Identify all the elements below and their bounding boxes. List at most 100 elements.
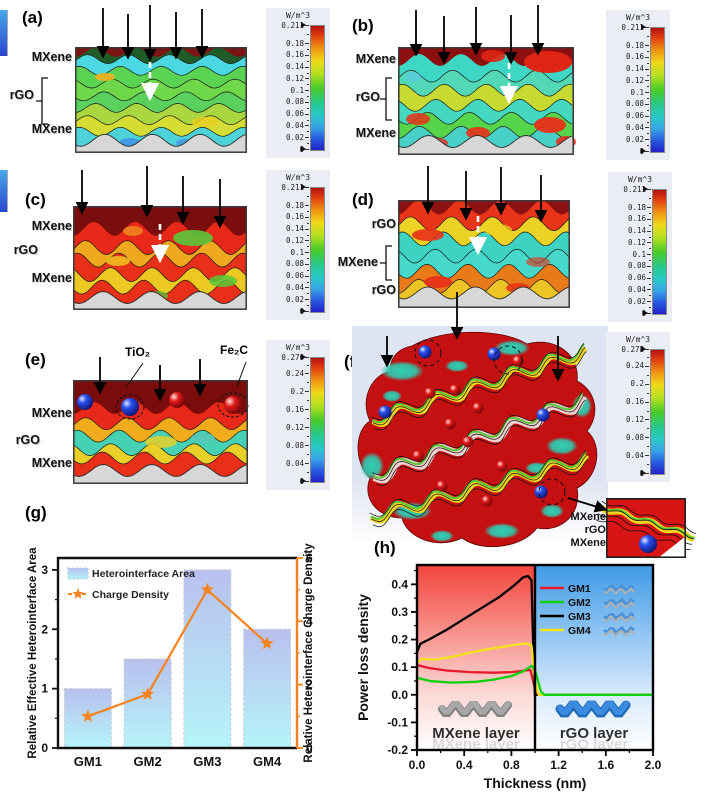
- h-legend-label: GM1: [568, 583, 591, 595]
- colorbar-title: W/m^3: [625, 335, 651, 344]
- colorbar-tick-label: 0.12: [285, 73, 304, 83]
- colorbar-tick-label: 0.02: [285, 132, 304, 142]
- heterointerface-combo-chart: 0 1 2 3 0 2 4 6 GM1 GM2 GM3 GM4 Relative Effective H…: [27, 543, 315, 769]
- layer-label: rGO: [371, 283, 396, 297]
- cropped-colorbar-edge: [0, 10, 8, 56]
- h-ytick: -0.1: [387, 715, 408, 729]
- colorbar-tick-label: 0: [639, 468, 644, 478]
- series-GM2: [416, 664, 653, 696]
- h-xtick: 1.6: [597, 758, 614, 772]
- g-ytick-left: 1: [41, 682, 48, 696]
- tio2-annotation: TiO₂: [125, 345, 151, 359]
- colorbar-a: W/m^3 0.211 0.18 0.16 0.14 0.12 0.1 0.08 0.06 0.0…: [266, 8, 330, 158]
- colorbar-tick-label: 0.278: [621, 344, 644, 354]
- inset-layer-label: rGO: [584, 524, 606, 536]
- g-category-label: GM1: [74, 754, 102, 769]
- h-ytick: 0.2: [391, 633, 408, 647]
- h-ytick: 0.1: [391, 660, 408, 674]
- colorbar-title: W/m^3: [285, 173, 311, 182]
- colorbar-tick-label: 0.211: [621, 22, 644, 32]
- colorbar-gradient: [650, 349, 665, 475]
- series-GM3: [415, 574, 653, 696]
- layer-label: MXene: [31, 456, 72, 470]
- colorbar-tick-label: 0: [641, 308, 646, 318]
- colorbar-tick-label: 0.02: [285, 294, 304, 304]
- colorbar-gradient: [650, 27, 665, 153]
- colorbar-tick-label: 0.08: [625, 99, 644, 109]
- colorbar-tick-label: 0.2: [630, 379, 644, 389]
- colorbar-tick-label: 0.18: [285, 200, 304, 210]
- colorbar-c: W/m^3 0.211 0.18 0.16 0.14 0.12 0.1 0.08 0.06 0.0…: [266, 170, 330, 320]
- colorbar-tick-label: 0.08: [285, 259, 304, 269]
- layer-label: MXene: [355, 52, 396, 66]
- panel-g-label: (g): [25, 503, 47, 522]
- g-ytick-left: 0: [41, 741, 48, 755]
- g-legend-area-label: Heterointerface Area: [92, 568, 195, 580]
- g-category-label: GM3: [193, 754, 221, 769]
- colorbar-tick-label: 0.211: [623, 184, 646, 194]
- colorbar-tick-label: 0.08: [627, 261, 646, 271]
- colorbar-tick-label: 0.16: [285, 404, 304, 414]
- colorbar-tick-label: 0.06: [285, 271, 304, 281]
- layer-bracket: [36, 77, 48, 125]
- g-ylabel-left: Relative Effective Heterointerface Area: [27, 547, 39, 759]
- colorbar-tick-label: 0: [299, 144, 304, 154]
- colorbar-tick-label: 0.211: [281, 20, 304, 30]
- colorbar-tick-label: 0: [639, 146, 644, 156]
- colorbar-tick-label: 0.04: [285, 458, 304, 468]
- colorbar-tick-label: 0.06: [285, 109, 304, 119]
- layer-bracket: [380, 77, 392, 121]
- h-legend-label: GM3: [568, 611, 591, 623]
- h-xlabel: Thickness (nm): [484, 775, 587, 791]
- colorbar-tick-label: 0.16: [285, 50, 304, 60]
- simulation-heatmap-b: [397, 47, 576, 155]
- colorbar-tick-label: 0.24: [625, 361, 644, 371]
- layer-bracket: [380, 245, 392, 281]
- h-region-label: rGO layer: [560, 725, 629, 742]
- colorbar-tick-label: 0.08: [625, 432, 644, 442]
- colorbar-f: W/m^3 0.278 0.24 0.2 0.16 0.12 0.08 0.04 0: [606, 332, 670, 482]
- colorbar-tick-label: 0.1: [632, 249, 646, 259]
- colorbar-tick-label: 0.14: [627, 226, 646, 236]
- h-xtick: 0.4: [456, 758, 473, 772]
- colorbar-d: W/m^3 0.211 0.18 0.16 0.14 0.12 0.1 0.08 0.06 0.0…: [608, 172, 672, 322]
- layer-label: MXene: [31, 122, 72, 136]
- colorbar-gradient: [310, 25, 325, 151]
- colorbar-tick-label: 0.04: [625, 122, 644, 132]
- g-ytick-right: 4: [306, 614, 313, 628]
- colorbar-tick-label: 0.02: [627, 296, 646, 306]
- colorbar-tick-label: 0.276: [281, 352, 304, 362]
- colorbar-gradient: [310, 187, 325, 313]
- colorbar-tick-label: 0.04: [627, 284, 646, 294]
- colorbar-tick-label: 0.18: [627, 202, 646, 212]
- bar-GM3: [183, 569, 232, 749]
- layer-label: rGO: [9, 88, 34, 102]
- g-ytick-right: 2: [306, 678, 313, 692]
- colorbar-tick-label: 0.14: [285, 62, 304, 72]
- simulation-heatmap-a: [74, 47, 247, 154]
- h-ytick: 0.0: [391, 688, 408, 702]
- layer-label: rGO: [13, 243, 38, 257]
- colorbar-tick-label: 0.08: [285, 440, 304, 450]
- colorbar-tick-label: 0.1: [630, 87, 644, 97]
- layer-label: MXene: [31, 406, 72, 420]
- colorbar-tick-label: 0.2: [290, 386, 304, 396]
- panel-d-label: (d): [352, 190, 374, 209]
- charge-density-star-GM1: [81, 709, 95, 722]
- layer-label: MXene: [31, 271, 72, 285]
- colorbar-tick-label: 0.12: [285, 235, 304, 245]
- colorbar-tick-label: 0.1: [290, 85, 304, 95]
- h-legend-label: GM2: [568, 597, 591, 609]
- simulation-3d-structure-f: [357, 331, 598, 548]
- h-xtick: 0.8: [503, 758, 520, 772]
- colorbar-tick-label: 0.06: [627, 273, 646, 283]
- colorbar-tick-label: 0: [299, 476, 304, 486]
- inset-layer-label: MXene: [570, 511, 606, 523]
- colorbar-tick-label: 0.14: [285, 224, 304, 234]
- h-region-label-reflection: rGO layer: [560, 736, 629, 753]
- bar-GM2: [123, 658, 172, 749]
- h-region-label: MXene layer: [432, 725, 520, 742]
- panel-a-label: (a): [22, 8, 43, 27]
